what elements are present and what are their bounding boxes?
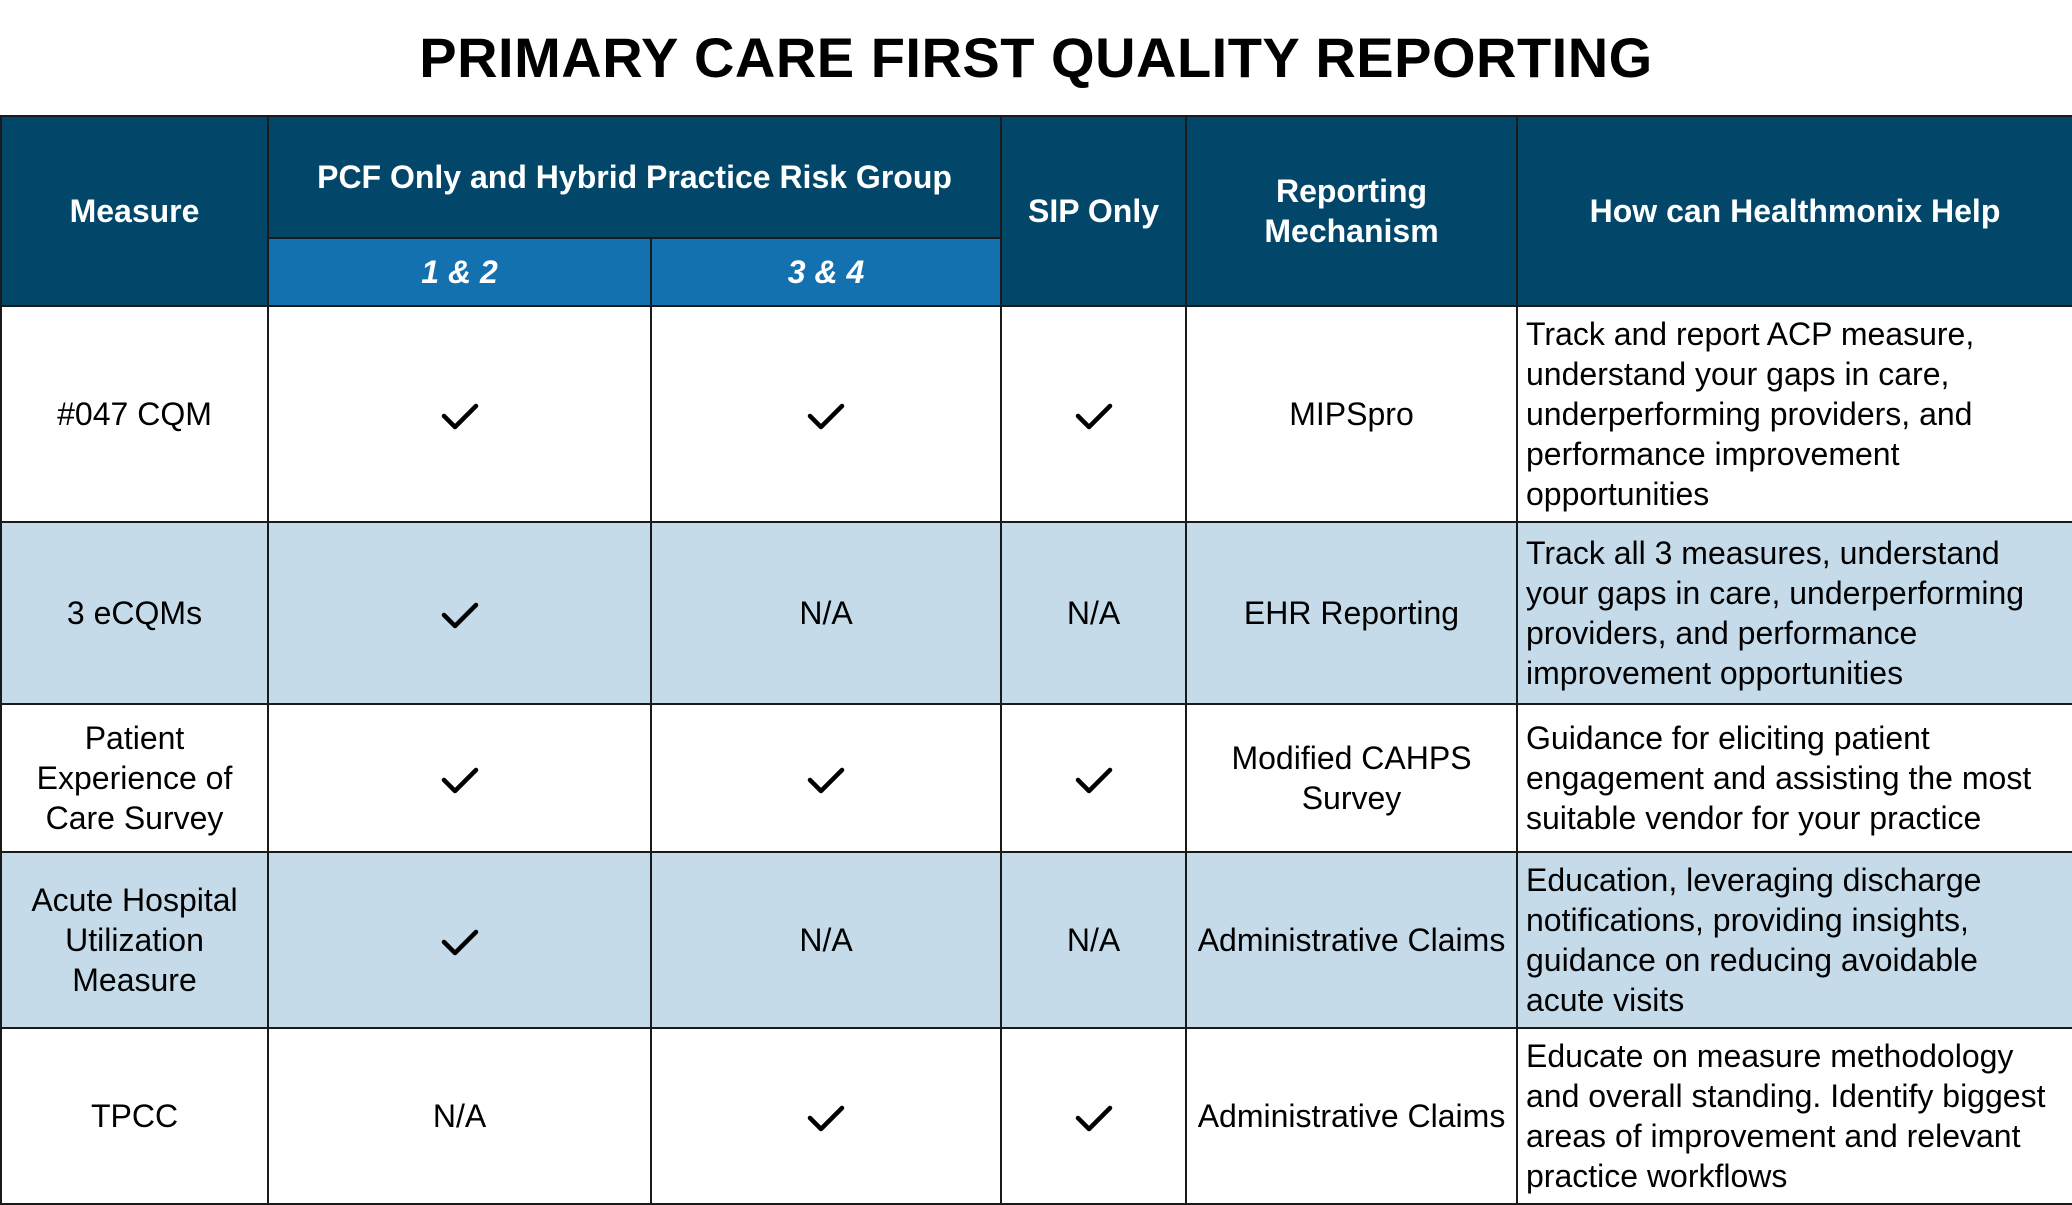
check-icon (1075, 1104, 1113, 1134)
mechanism-cell: Administrative Claims (1185, 1027, 1518, 1205)
mechanism-text: Administrative Claims (1197, 1098, 1506, 1134)
mechanism-text: Modified CAHPS Survey (1231, 740, 1472, 816)
help-cell: Education, leveraging discharge notifica… (1516, 851, 2072, 1029)
quality-reporting-table: Measure PCF Only and Hybrid Practice Ris… (0, 115, 2072, 1205)
check-icon (441, 928, 479, 958)
check-icon (1075, 766, 1113, 796)
risk-3-4-cell: N/A (650, 521, 1002, 705)
help-cell: Track all 3 measures, understand your ga… (1516, 521, 2072, 705)
help-cell: Educate on measure methodology and overa… (1516, 1027, 2072, 1205)
measure-cell: 3 eCQMs (0, 521, 269, 705)
help-cell: Guidance for eliciting patient engagemen… (1516, 703, 2072, 853)
risk-3-4-cell (650, 1027, 1002, 1205)
risk-1-2-text: N/A (432, 1098, 487, 1134)
header-help: How can Healthmonix Help (1516, 115, 2072, 307)
risk-3-4-text: N/A (799, 595, 853, 631)
help-text: Guidance for eliciting patient engagemen… (1526, 720, 2032, 836)
mechanism-cell: EHR Reporting (1185, 521, 1518, 705)
measure-cell: Acute Hospital Utilization Measure (0, 851, 269, 1029)
risk-3-4-cell: N/A (650, 851, 1002, 1029)
help-text: Track all 3 measures, understand your ga… (1526, 535, 2025, 691)
check-icon (1075, 402, 1113, 432)
check-icon (807, 766, 845, 796)
risk-1-2-cell (267, 305, 652, 523)
table-row: 3 eCQMs N/A N/A EHR Reporting Track all 3 me… (0, 521, 2072, 705)
table-body: #047 CQM MIPSpro Track and report ACP meas… (0, 305, 2072, 1205)
table-row: Acute Hospital Utilization Measure N/A N/A… (0, 851, 2072, 1029)
check-icon (441, 402, 479, 432)
sip-only-text: N/A (1066, 922, 1121, 958)
mechanism-cell: Administrative Claims (1185, 851, 1518, 1029)
measure-cell: Patient Experience of Care Survey (0, 703, 269, 853)
mechanism-text: Administrative Claims (1197, 922, 1506, 958)
mechanism-cell: MIPSpro (1185, 305, 1518, 523)
mechanism-cell: Modified CAHPS Survey (1185, 703, 1518, 853)
measure-text: 3 eCQMs (66, 595, 203, 631)
help-text: Track and report ACP measure, understand… (1526, 316, 1975, 512)
table-row: TPCC N/A Administrative Claims Educate on m… (0, 1027, 2072, 1205)
measure-text: TPCC (90, 1098, 179, 1134)
measure-text: #047 CQM (57, 396, 212, 432)
mechanism-text: EHR Reporting (1243, 595, 1460, 631)
check-icon (807, 1104, 845, 1134)
table-row: Patient Experience of Care Survey Modifie… (0, 703, 2072, 853)
check-icon (441, 601, 479, 631)
risk-1-2-cell (267, 521, 652, 705)
header-risk-group: PCF Only and Hybrid Practice Risk Group (267, 115, 1002, 239)
risk-1-2-cell: N/A (267, 1027, 652, 1205)
header-reporting-mechanism-label: Reporting Mechanism (1264, 173, 1439, 249)
risk-3-4-text: N/A (799, 922, 853, 958)
measure-text: Patient Experience of Care Survey (36, 720, 233, 836)
measure-text: Acute Hospital Utilization Measure (31, 882, 238, 998)
table-row: #047 CQM MIPSpro Track and report ACP meas… (0, 305, 2072, 523)
sip-only-cell (1000, 305, 1187, 523)
risk-1-2-cell (267, 703, 652, 853)
check-icon (441, 766, 479, 796)
page-title: PRIMARY CARE FIRST QUALITY REPORTING (419, 26, 1653, 89)
risk-1-2-cell (267, 851, 652, 1029)
sip-only-text: N/A (1066, 595, 1121, 631)
check-icon (807, 402, 845, 432)
subheader-risk-3-4: 3 & 4 (650, 237, 1002, 307)
risk-3-4-cell (650, 305, 1002, 523)
measure-cell: #047 CQM (0, 305, 269, 523)
sip-only-cell (1000, 703, 1187, 853)
header-sip-only: SIP Only (1000, 115, 1187, 307)
sip-only-cell: N/A (1000, 521, 1187, 705)
help-cell: Track and report ACP measure, understand… (1516, 305, 2072, 523)
header-reporting-mechanism: Reporting Mechanism (1185, 115, 1518, 307)
subheader-risk-1-2: 1 & 2 (267, 237, 652, 307)
help-text: Education, leveraging discharge notifica… (1526, 862, 1982, 1018)
header-measure: Measure (0, 115, 269, 307)
mechanism-text: MIPSpro (1289, 396, 1414, 432)
help-text: Educate on measure methodology and overa… (1526, 1038, 2046, 1194)
risk-3-4-cell (650, 703, 1002, 853)
measure-cell: TPCC (0, 1027, 269, 1205)
sip-only-cell: N/A (1000, 851, 1187, 1029)
sip-only-cell (1000, 1027, 1187, 1205)
